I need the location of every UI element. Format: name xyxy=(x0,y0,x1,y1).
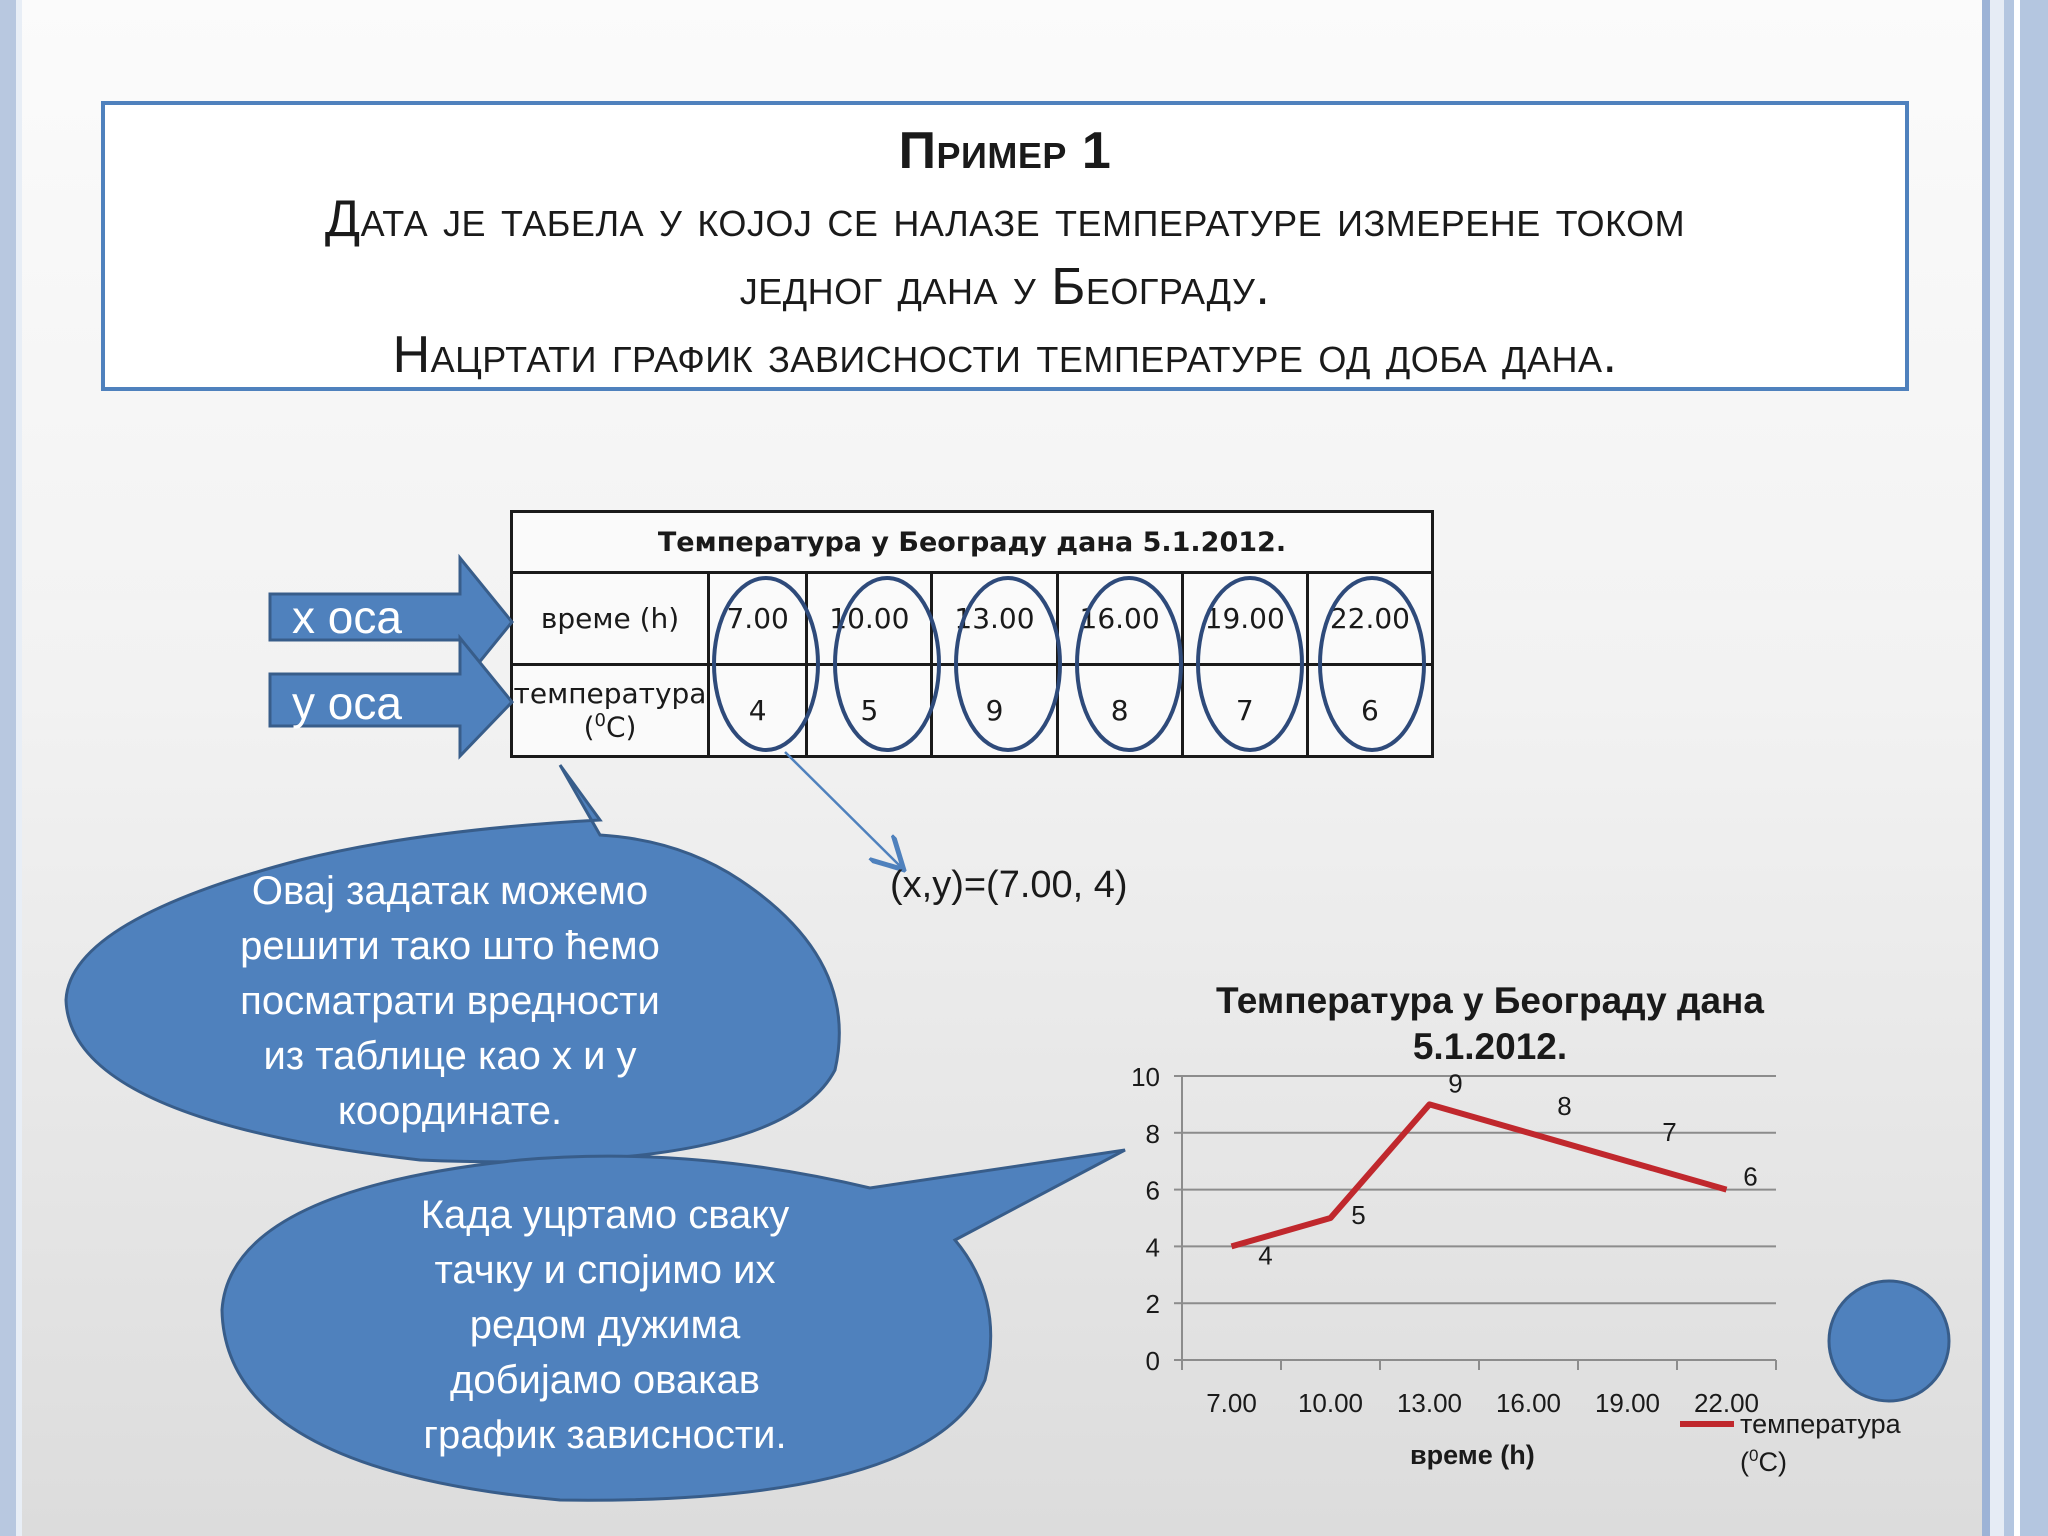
y-tick-label: 0 xyxy=(1146,1346,1160,1376)
column-oval xyxy=(954,576,1062,752)
y-tick-label: 4 xyxy=(1146,1232,1160,1262)
slide-text-line-3: Нацртати график зависности температуре о… xyxy=(392,326,1618,384)
table-label-time: време (h) xyxy=(510,571,710,666)
y-tick-label: 10 xyxy=(1131,1062,1160,1092)
x-axis-title: време (h) xyxy=(1410,1440,1535,1470)
unit-open: ( xyxy=(583,710,595,744)
coordinate-note: (x,y)=(7.00, 4) xyxy=(890,864,1128,906)
decor-circle xyxy=(1827,1279,1951,1403)
coord-pointer-arrow xyxy=(784,751,902,868)
table-label-temperature-word: температура xyxy=(513,677,707,711)
column-oval xyxy=(1196,576,1304,752)
bubble-2-line: график зависности. xyxy=(423,1413,787,1457)
bubble-1-line: Овај задатак можемо xyxy=(251,869,649,913)
table-label-temperature-unit: (0C) xyxy=(513,710,707,743)
y-tick-label: 2 xyxy=(1146,1289,1160,1319)
y-axis-arrow-shape xyxy=(268,633,515,760)
chart-title-line-2: 5.1.2012. xyxy=(1412,1026,1568,1067)
bubble-1-line: из таблице као x и y xyxy=(263,1034,637,1078)
bubble-1-line: решити тако што ћемо xyxy=(240,924,660,968)
x-tick-label: 10.00 xyxy=(1298,1388,1363,1418)
chart-title: Температура у Београду дана 5.1.2012. xyxy=(1120,978,1860,1070)
data-label: 8 xyxy=(1557,1091,1571,1121)
column-oval xyxy=(1318,576,1426,752)
speech-bubble-1-shape xyxy=(64,764,841,1164)
chart-title-line-1: Температура у Београду дана xyxy=(1216,980,1764,1021)
data-label: 7 xyxy=(1662,1117,1676,1147)
slide-title: Пример 1 xyxy=(898,122,1112,180)
speech-bubble-2-text: Када уцртамо сваку тачку и спојимо их ре… xyxy=(305,1188,905,1463)
x-tick-label: 13.00 xyxy=(1397,1388,1462,1418)
x-axis-arrow-shape xyxy=(268,553,514,691)
bubble-1-line: посматрати вредности xyxy=(240,979,660,1023)
legend-unit-degree: 0 xyxy=(1749,1446,1759,1465)
bubble-1-line: координате. xyxy=(337,1089,563,1133)
column-oval xyxy=(1075,576,1183,752)
y-tick-label: 8 xyxy=(1146,1119,1160,1149)
unit-degree: 0 xyxy=(594,710,606,732)
data-label: 5 xyxy=(1351,1200,1365,1230)
x-tick-label: 19.00 xyxy=(1595,1388,1660,1418)
y-axis-arrow-label: y оса xyxy=(292,677,402,729)
x-tick-label: 16.00 xyxy=(1496,1388,1561,1418)
y-tick-label: 6 xyxy=(1146,1176,1160,1206)
slide-text-line-2: једног дана у Београду. xyxy=(739,258,1271,316)
table-cell-temp: 9 xyxy=(930,663,1059,758)
unit-close: C) xyxy=(605,710,637,744)
bubble-2-line: редом дужима xyxy=(469,1303,741,1347)
speech-bubble-2-shape xyxy=(220,1148,1126,1502)
table-label-temperature: температура (0C) xyxy=(510,663,710,758)
legend-unit-close: C) xyxy=(1758,1447,1787,1477)
table-cell-time: 13.00 xyxy=(930,571,1059,666)
legend-unit-open: ( xyxy=(1740,1447,1749,1477)
temperature-table: Температура у Београду дана 5.1.2012. вр… xyxy=(510,510,1435,758)
bubble-2-line: тачку и спојимо их xyxy=(434,1248,776,1292)
speech-bubble-1-text: Овај задатак можемо решити тако што ћемо… xyxy=(150,864,750,1139)
table-cell-temp: 7 xyxy=(1180,663,1309,758)
data-label: 9 xyxy=(1448,1068,1462,1098)
data-label: 4 xyxy=(1258,1240,1272,1270)
line-chart: 0 2 4 6 8 10 7.00 10.00 13.00 16.00 19.00 22.00 4 5 9 8… xyxy=(1131,1062,1777,1427)
left-decor-bar xyxy=(0,0,22,1536)
bubble-2-line: Када уцртамо сваку xyxy=(420,1193,790,1237)
column-oval xyxy=(712,576,820,752)
table-caption: Температура у Београду дана 5.1.2012. xyxy=(510,510,1434,574)
x-axis-arrow-label: x оса xyxy=(292,591,402,643)
data-label: 6 xyxy=(1743,1162,1757,1192)
x-tick-label: 7.00 xyxy=(1206,1388,1257,1418)
legend-series-name: температура xyxy=(1740,1409,1901,1439)
title-box: Пример 1 Дата је табела у којој се налаз… xyxy=(101,101,1909,391)
right-decor-bars xyxy=(1968,0,2048,1536)
legend-label: температура (0C) xyxy=(1740,1408,1901,1478)
series-line xyxy=(1230,1101,1728,1250)
table-row-temperature: температура (0C) 4 5 9 8 7 6 xyxy=(510,663,1435,758)
x-tick-label: 22.00 xyxy=(1694,1388,1759,1418)
bubble-2-line: добијамо овакав xyxy=(450,1358,760,1402)
table-cell-time: 19.00 xyxy=(1180,571,1309,666)
legend-series-unit: (0C) xyxy=(1740,1440,1901,1478)
slide-text-line-1: Дата је табела у којој се налазе темпера… xyxy=(324,190,1686,248)
column-oval xyxy=(833,576,941,752)
